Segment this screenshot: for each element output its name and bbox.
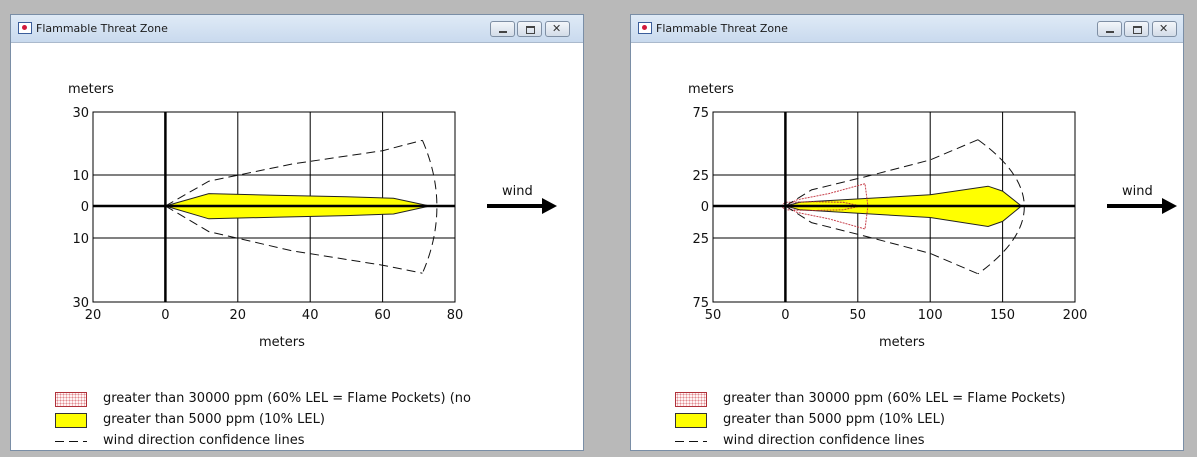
legend-label: greater than 5000 ppm (10% LEL) [723,412,945,427]
x-tick-label: 150 [990,308,1015,323]
confidence-line-upper [785,139,979,207]
close-icon: ✕ [1159,22,1169,35]
x-tick-label: 100 [918,308,943,323]
y-tick-label: 10 [72,169,89,184]
maximize-button[interactable] [1124,21,1149,37]
y-tick-label: 30 [72,296,89,311]
maximize-icon [526,26,535,34]
wind-arrow-head [1162,198,1177,214]
x-tick-label: 200 [1063,308,1088,323]
confidence-line-swatch [55,441,87,442]
flame-pockets-swatch [675,392,707,407]
x-tick-label: 80 [447,308,464,323]
minimize-button[interactable] [1097,21,1122,37]
x-tick-label: 0 [781,308,789,323]
close-icon: ✕ [552,22,562,35]
window-title: Flammable Threat Zone [36,22,168,35]
x-tick-label: 20 [85,308,102,323]
x-axis-title: meters [879,335,925,350]
y-tick-label: 25 [692,232,709,247]
y-tick-label: 0 [81,200,89,215]
minimize-icon [1106,31,1114,33]
x-tick-label: 50 [850,308,867,323]
maximize-icon [1133,26,1142,34]
wind-label: wind [1122,184,1153,199]
legend-label: greater than 30000 ppm (60% LEL = Flame … [723,391,1066,406]
chart-area: 20 0 20 40 60 80 30 10 0 10 30 meters meters wind gre… [11,43,583,450]
app-icon [18,22,32,34]
wind-label: wind [502,184,533,199]
title-bar[interactable]: Flammable Threat Zone ✕ [11,15,583,43]
threat-zone-window-left: Flammable Threat Zone ✕ 20 0 20 40 60 80 30 10 0… [10,14,584,451]
x-tick-label: 40 [302,308,319,323]
close-button[interactable]: ✕ [545,21,570,37]
lel-swatch [55,413,87,428]
y-tick-label: 30 [72,106,89,121]
x-tick-label: 0 [161,308,169,323]
y-tick-label: 10 [72,232,89,247]
title-bar[interactable]: Flammable Threat Zone ✕ [631,15,1183,43]
maximize-button[interactable] [517,21,542,37]
legend-label: greater than 5000 ppm (10% LEL) [103,412,325,427]
wind-arrow-head [542,198,557,214]
legend-label: greater than 30000 ppm (60% LEL = Flame … [103,391,471,406]
lel-swatch [675,413,707,428]
y-tick-label: 25 [692,169,709,184]
x-axis-title: meters [259,335,305,350]
flame-pockets-swatch [55,392,87,407]
app-icon [638,22,652,34]
confidence-line-lower [165,205,423,274]
close-button[interactable]: ✕ [1152,21,1177,37]
confidence-arc [421,140,438,274]
threat-zone-chart: 20 0 20 40 60 80 30 10 0 10 30 meters meters wind [68,82,557,350]
threat-zone-window-right: Flammable Threat Zone ✕ 50 0 50 100 150 200 75… [630,14,1184,451]
confidence-line-upper [165,139,423,207]
x-tick-label: 50 [705,308,722,323]
x-tick-label: 60 [374,308,391,323]
y-tick-label: 75 [692,296,709,311]
confidence-line-lower [785,205,979,275]
y-tick-label: 0 [701,200,709,215]
legend-label: wind direction confidence lines [723,433,925,448]
confidence-line-swatch [675,441,707,442]
y-axis-title: meters [68,82,114,97]
minimize-icon [499,31,507,33]
y-axis-title: meters [688,82,734,97]
window-title: Flammable Threat Zone [656,22,788,35]
chart-area: 50 0 50 100 150 200 75 25 0 25 75 meters meters wind … [631,43,1183,450]
threat-zone-chart: 50 0 50 100 150 200 75 25 0 25 75 meters meters wind [688,82,1177,350]
x-tick-label: 20 [230,308,247,323]
minimize-button[interactable] [490,21,515,37]
legend-label: wind direction confidence lines [103,433,305,448]
y-tick-label: 75 [692,106,709,121]
